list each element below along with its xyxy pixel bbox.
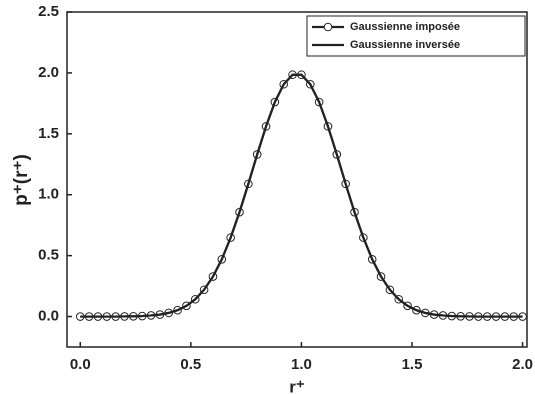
data-point [182,301,191,311]
data-point [190,294,200,304]
y-axis-label: p⁺(r⁺) [11,154,32,206]
y-tick-label: 0.5 [38,247,59,264]
data-point [261,122,271,131]
data-point [376,272,386,281]
legend-box [306,15,526,57]
x-tick-label: 1.0 [291,356,312,373]
data-point [305,79,315,89]
x-tick-label: 0.0 [70,356,91,373]
data-point [412,305,421,315]
y-tick-label: 0.0 [38,308,59,325]
y-tick-label: 1.5 [38,125,59,142]
series-line [80,73,523,318]
data-point [367,254,377,264]
data-point [359,233,368,242]
legend-label: Gaussienne imposée [350,21,460,33]
legend-label: Gaussienne inversée [350,39,460,51]
data-point [323,122,333,131]
y-tick-label: 2.5 [38,3,59,20]
x-tick-label: 0.5 [180,356,201,373]
y-tick-label: 2.0 [38,64,59,81]
x-tick-label: 1.5 [402,356,423,373]
data-point [314,97,324,107]
plot-frame [66,11,528,348]
y-tick-label: 1.0 [38,186,59,203]
data-point [403,301,412,311]
data-point [385,285,395,295]
x-tick-label: 2.0 [512,356,533,373]
x-axis-label: r⁺ [289,377,305,394]
data-point [217,254,227,264]
data-point [199,285,209,295]
data-point [279,79,289,89]
data-point [226,233,235,242]
data-point [270,97,280,107]
data-point [235,207,244,217]
data-point [173,305,182,315]
data-point [208,272,218,281]
data-point [394,294,404,304]
legend-marker [323,22,333,32]
series-line [80,73,523,318]
data-point [350,207,359,217]
